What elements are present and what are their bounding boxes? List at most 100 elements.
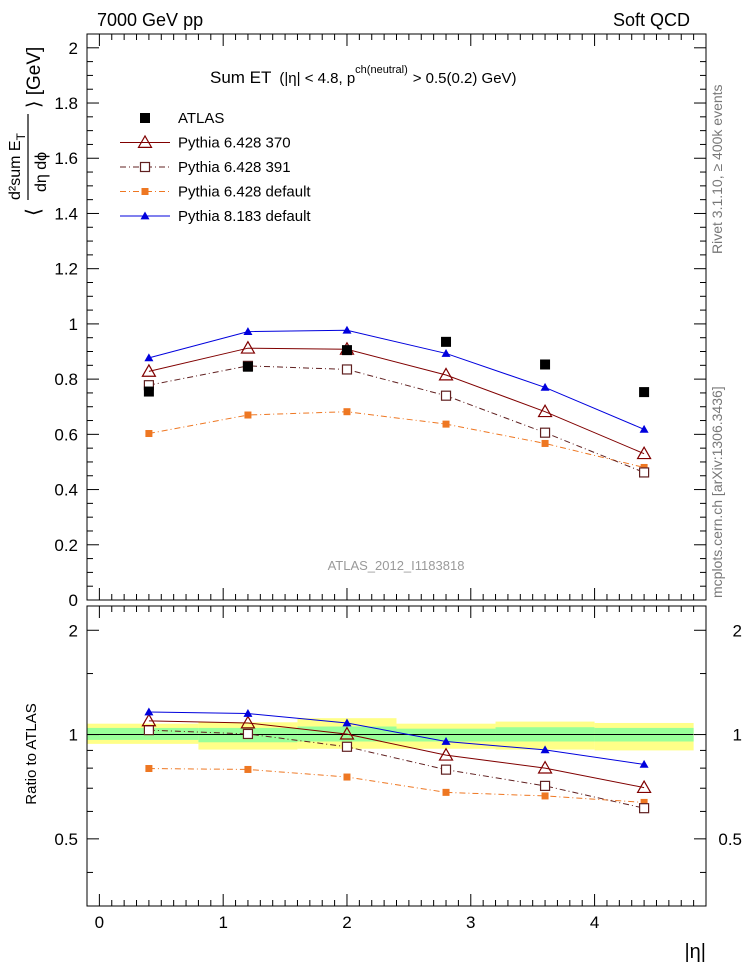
data-point-atlas (143, 386, 154, 397)
data-point-p370 (636, 445, 652, 460)
ratio-point-p8 (639, 759, 649, 768)
x-tick-label: 3 (466, 913, 475, 932)
ratio-point-p370 (339, 726, 355, 740)
ratio-y-tick-label: 2 (69, 621, 78, 640)
data-point-p8 (243, 327, 253, 336)
ratio-y-axis-label: Ratio to ATLAS (23, 703, 40, 804)
data-point-atlas (341, 345, 352, 356)
data-point-p8 (639, 424, 649, 433)
ratio-point-p370 (240, 715, 256, 729)
legend-label-p391: Pythia 6.428 391 (178, 159, 291, 176)
analysis-watermark: ATLAS_2012_I1183818 (328, 558, 465, 573)
data-point-p8 (441, 348, 451, 357)
main-y-tick-label: 1 (69, 315, 78, 334)
data-point-pdef (343, 408, 351, 416)
ratio-line-pdef (148, 768, 645, 803)
data-point-p370 (537, 403, 553, 418)
main-y-axis-label: ⟨ d²sum ET dη dϕ ⟩ [GeV] (7, 47, 50, 216)
data-point-p8 (342, 325, 352, 334)
x-tick-label: 1 (218, 913, 227, 932)
ratio-point-p8 (342, 718, 352, 727)
x-tick-label: 0 (95, 913, 104, 932)
legend-label-atlas: ATLAS (178, 110, 224, 127)
main-y-tick-labels: 0 0.2 0.4 0.6 0.8 1 1.2 1.4 1.6 1.8 2 (54, 39, 78, 610)
ratio-uncertainty-bands (87, 718, 694, 751)
ratio-point-pdef (640, 798, 648, 806)
series-line-p370 (148, 347, 645, 455)
main-y-tick-label: 0.4 (54, 481, 78, 500)
plot-title-cut-suffix: > 0.5(0.2) GeV) (413, 70, 517, 87)
ratio-y-tick-label-right: 1 (733, 726, 742, 745)
rivet-version-label: Rivet 3.1.10, ≥ 400k events (709, 84, 725, 254)
ratio-point-p391 (638, 803, 650, 814)
y-label-unit: ⟩ [GeV] (24, 47, 45, 108)
data-point-p370 (438, 367, 454, 381)
ratio-point-pdef (145, 765, 153, 773)
data-point-atlas (639, 387, 650, 398)
main-series-layer (141, 325, 652, 478)
data-point-p370 (240, 340, 256, 354)
legend-label-p8: Pythia 8.183 default (178, 208, 311, 225)
legend-label-p370: Pythia 6.428 370 (178, 135, 291, 152)
data-point-p391 (638, 467, 650, 478)
ratio-background (87, 606, 706, 906)
main-y-tick-label: 0.8 (54, 370, 78, 389)
main-y-tick-label: 2 (69, 39, 78, 58)
main-y-tick-label: 1.8 (54, 94, 78, 113)
ratio-line-p8 (148, 711, 645, 765)
ratio-point-p391 (242, 728, 254, 740)
data-point-p391 (341, 364, 353, 375)
data-point-p391 (440, 390, 452, 401)
ratio-point-p391 (143, 725, 154, 736)
data-point-p370 (141, 363, 157, 377)
legend-marker-p8 (140, 211, 150, 220)
ratio-y-tick-label: 1 (69, 726, 78, 745)
ratio-point-pdef (244, 765, 252, 773)
ratio-line-p391 (148, 729, 645, 809)
ratio-y-tick-label-right: 2 (733, 621, 742, 640)
ratio-point-p370 (537, 760, 553, 774)
ratio-point-p370 (438, 747, 454, 761)
main-y-tick-label: 1.4 (54, 204, 78, 223)
ratio-point-p8 (144, 707, 154, 716)
ratio-y-tick-labels: 0.5 0.5 1 1 2 2 (54, 621, 742, 849)
series-line-p391 (148, 365, 645, 473)
main-panel: 0 0.2 0.4 0.6 0.8 1 1.2 1.4 1.6 1.8 2 Sum ET (|η| <… (54, 33, 707, 610)
x-tick-labels: 0 1 2 3 4 (95, 913, 600, 932)
legend: ATLAS Pythia 6.428 370 Pythia 6.428 391 Pyt… (120, 110, 311, 225)
ratio-point-p8 (441, 736, 451, 745)
data-point-atlas (242, 361, 253, 372)
x-axis-label: |η| (684, 941, 706, 963)
x-tick-label: 4 (590, 913, 599, 932)
data-point-p391 (539, 427, 551, 438)
y-label-numerator: d²sum ET (7, 132, 28, 200)
header-category-label: Soft QCD (613, 10, 690, 30)
data-point-pdef (541, 439, 549, 447)
ratio-y-tick-label: 0.5 (54, 830, 78, 849)
ratio-panel: 0.5 0.5 1 1 2 2 0 1 2 3 4 (54, 605, 742, 932)
ratio-point-p8 (540, 745, 550, 754)
ratio-band-green (396, 728, 496, 742)
main-y-tick-label: 0 (69, 591, 78, 610)
legend-label-pdef: Pythia 6.428 default (178, 184, 311, 201)
ratio-point-p391 (341, 741, 353, 752)
data-point-atlas (540, 359, 551, 370)
main-axis-ticks (86, 34, 707, 601)
data-point-atlas (441, 336, 452, 347)
ratio-y-tick-label-right: 0.5 (718, 830, 742, 849)
data-point-pdef (244, 411, 252, 419)
mcplots-label: mcplots.cern.ch [arXiv:1306.3436] (709, 386, 725, 598)
ratio-point-p391 (539, 780, 551, 791)
ratio-band-green (87, 727, 199, 740)
x-tick-label: 2 (342, 913, 351, 932)
ratio-axis-ticks (86, 606, 707, 906)
ratio-point-pdef (343, 773, 351, 781)
ratio-point-p8 (243, 709, 253, 717)
main-y-tick-label: 0.6 (54, 425, 78, 444)
plot-title-cut-sup: ch(neutral) (355, 64, 408, 76)
ratio-line-p370 (148, 720, 645, 789)
main-frame (86, 33, 707, 601)
data-point-p8 (540, 382, 550, 391)
data-point-pdef (145, 430, 153, 438)
